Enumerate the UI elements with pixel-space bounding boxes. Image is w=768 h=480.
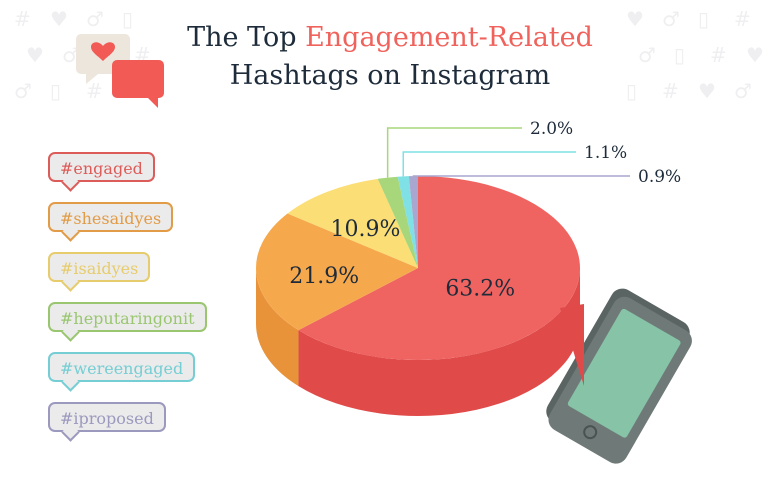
background-icon: ♂	[62, 43, 80, 67]
background-icon: ♂	[14, 79, 32, 103]
slice-label: 21.9%	[289, 264, 359, 289]
background-icon: ♥	[626, 7, 644, 31]
background-icon: ♥	[698, 79, 716, 103]
legend-item: #heputaringonit	[48, 302, 207, 332]
background-icon: ▯	[698, 7, 709, 31]
legend-item: #wereengaged	[48, 352, 196, 382]
pie-slice	[397, 176, 418, 268]
background-icon: ▯	[50, 79, 61, 103]
pie-bubble-tail	[560, 304, 584, 386]
pie-slice	[255, 213, 418, 331]
background-icon: ▯	[626, 79, 637, 103]
pie-side	[256, 268, 299, 387]
background-icon: #	[86, 79, 103, 103]
callout-line	[402, 151, 576, 177]
callout-label: 1.1%	[584, 143, 627, 163]
pie-sides	[256, 268, 580, 416]
pie-slice	[287, 178, 418, 268]
callout-label: 2.0%	[530, 119, 573, 139]
chart-title-line-1: The Top Engagement-Related	[150, 22, 630, 54]
phone-icon	[546, 288, 692, 464]
title-highlight: Engagement-Related	[305, 22, 593, 53]
legend-item: #engaged	[48, 152, 155, 182]
pie-slice	[408, 176, 418, 268]
callout-label: 0.9%	[638, 167, 681, 187]
background-icon: ♥	[50, 7, 68, 31]
callout-line	[386, 127, 522, 178]
chart-title-line-2: Hashtags on Instagram	[229, 60, 551, 91]
legend-item: #iproposed	[48, 402, 166, 432]
background-icon: ♂	[662, 7, 680, 31]
pie-slice	[298, 176, 580, 361]
legend-item: #shesaidyes	[48, 202, 174, 232]
background-icon: ♂	[734, 79, 752, 103]
background-icon: ♂	[86, 7, 104, 31]
background-icon: #	[662, 79, 679, 103]
background-icon: #	[734, 7, 751, 31]
background-icon: #	[14, 7, 31, 31]
slice-label: 63.2%	[445, 277, 515, 302]
background-icon: ♂	[638, 43, 656, 67]
pie-slice	[377, 176, 418, 268]
pie-top	[255, 176, 580, 361]
pie-side	[298, 268, 580, 416]
title-text: The Top	[187, 22, 306, 53]
background-icon: ♥	[746, 43, 764, 67]
background-icon: ▯	[122, 7, 133, 31]
background-icon: ♥	[26, 43, 44, 67]
pie-labels: 63.2% 21.9% 10.9% 2.0% 1.1% 0.9%	[289, 119, 681, 302]
background-icon: ▯	[674, 43, 685, 67]
chat-heart-icon	[76, 34, 164, 108]
slice-label: 10.9%	[330, 217, 400, 242]
background-icon: #	[710, 43, 727, 67]
legend-item: #isaidyes	[48, 252, 151, 282]
